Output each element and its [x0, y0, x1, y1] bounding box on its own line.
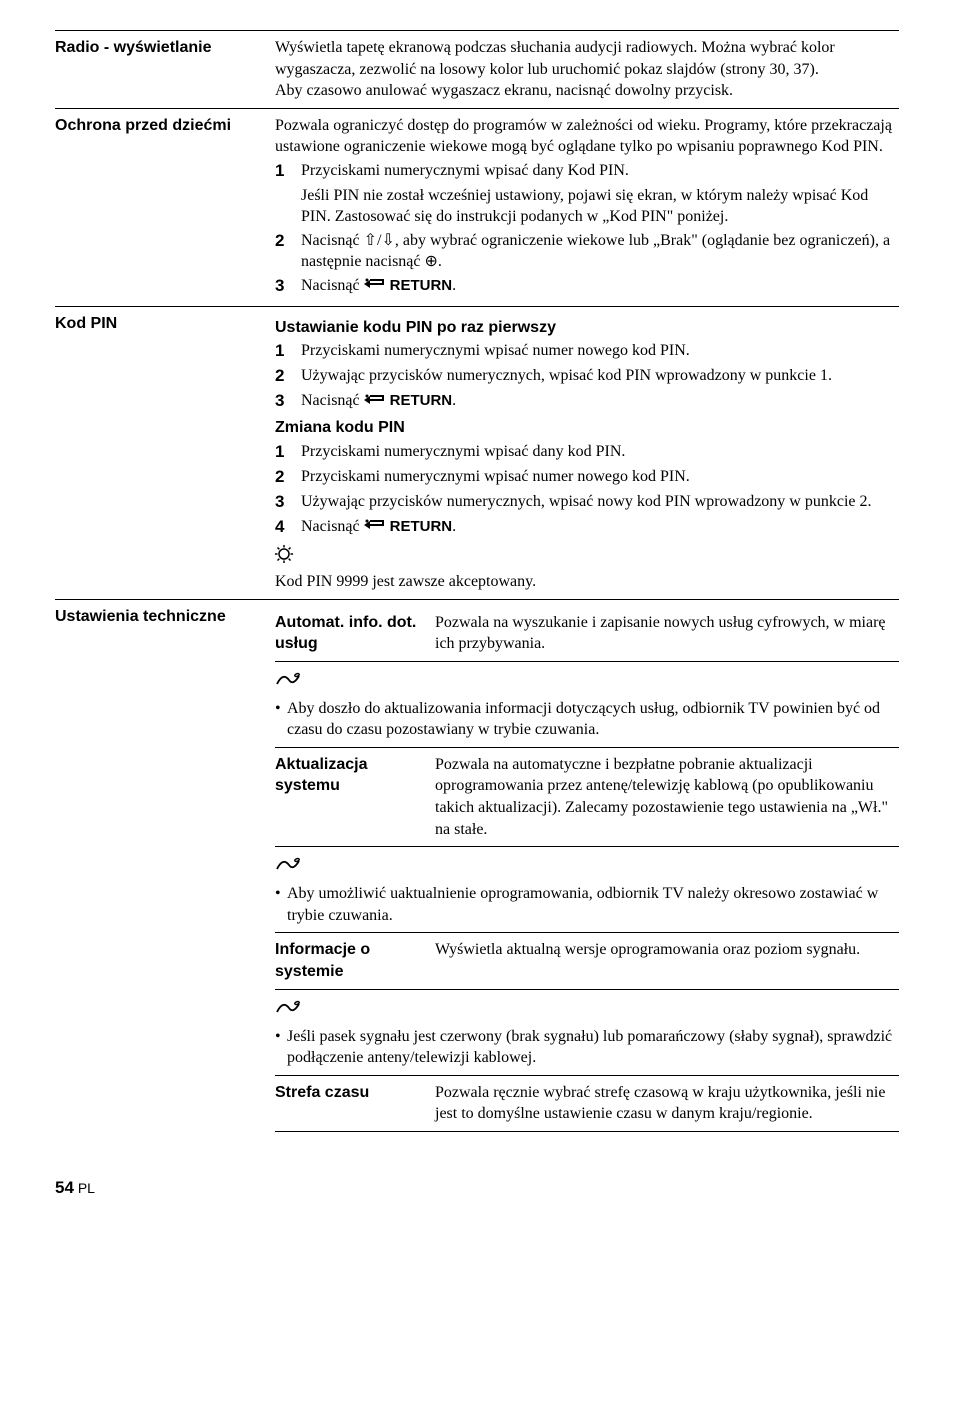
content-ustawienia: Automat. info. dot. usług Pozwala na wys… — [275, 606, 899, 1132]
kodpin-s1-3: 3 Nacisnąć RETURN. — [275, 390, 899, 413]
ochrona-step1-text: Przyciskami numerycznymi wpisać dany Kod… — [301, 160, 899, 182]
kodpin-s2-4a: Nacisnąć — [301, 518, 364, 535]
step-num: 4 — [275, 516, 301, 539]
ochrona-step3b: . — [452, 277, 456, 294]
kodpin-s2-2-text: Przyciskami numerycznymi wpisać numer no… — [301, 466, 899, 489]
step-num: 2 — [275, 230, 301, 273]
ochrona-step3a: Nacisnąć — [301, 277, 364, 294]
return-icon — [364, 516, 386, 538]
akt-note-text: Aby umożliwić uaktualnienie oprogramowan… — [287, 883, 899, 926]
subcontent-akt: Pozwala na automatyczne i bezpłatne pobr… — [435, 754, 899, 840]
step-num: 3 — [275, 275, 301, 298]
kodpin-s2-1: 1 Przyciskami numerycznymi wpisać dany k… — [275, 441, 899, 464]
row-kodpin: Kod PIN Ustawianie kodu PIN po raz pierw… — [55, 306, 899, 599]
subrow-akt: Aktualizacja systemu Pozwala na automaty… — [275, 747, 899, 847]
label-radio: Radio - wyświetlanie — [55, 37, 275, 102]
ochrona-step3: 3 Nacisnąć RETURN. — [275, 275, 899, 298]
label-ustawienia: Ustawienia techniczne — [55, 606, 275, 1132]
subcontent-automat: Pozwala na wyszukanie i zapisanie nowych… — [435, 612, 899, 655]
page-footer: 54 PL — [55, 1177, 899, 1200]
kodpin-s1-1-text: Przyciskami numerycznymi wpisać numer no… — [301, 340, 899, 363]
label-ochrona: Ochrona przed dziećmi — [55, 115, 275, 300]
kodpin-s1-2: 2 Używając przycisków numerycznych, wpis… — [275, 365, 899, 388]
kodpin-s2-3: 3 Używając przycisków numerycznych, wpis… — [275, 491, 899, 514]
info-note: • Jeśli pasek sygnału jest czerwony (bra… — [275, 1026, 899, 1069]
row-radio: Radio - wyświetlanie Wyświetla tapetę ek… — [55, 30, 899, 108]
step-num: 1 — [275, 160, 301, 228]
sublabel-akt: Aktualizacja systemu — [275, 754, 435, 840]
ochrona-intro: Pozwala ograniczyć dostęp do programów w… — [275, 115, 899, 158]
note-icon — [275, 854, 301, 881]
page-lang: PL — [78, 1180, 95, 1196]
sublabel-automat: Automat. info. dot. usług — [275, 612, 435, 655]
row-ochrona: Ochrona przed dziećmi Pozwala ograniczyć… — [55, 108, 899, 306]
return-label: RETURN — [390, 392, 453, 409]
bullet-dot: • — [275, 698, 287, 741]
note-icon — [275, 997, 301, 1024]
return-icon — [364, 275, 386, 297]
kodpin-h1: Ustawianie kodu PIN po raz pierwszy — [275, 317, 899, 339]
label-kodpin: Kod PIN — [55, 313, 275, 593]
ochrona-step2-text: Nacisnąć ⇧/⇩, aby wybrać ograniczenie wi… — [301, 230, 899, 273]
subrow-info: Informacje o systemie Wyświetla aktualną… — [275, 932, 899, 989]
kodpin-s2-4: 4 Nacisnąć RETURN. — [275, 516, 899, 539]
step-num: 3 — [275, 390, 301, 413]
return-label: RETURN — [390, 518, 453, 535]
automat-note: • Aby doszło do aktualizowania informacj… — [275, 698, 899, 741]
content-radio: Wyświetla tapetę ekranową podczas słucha… — [275, 37, 899, 102]
content-ochrona: Pozwala ograniczyć dostęp do programów w… — [275, 115, 899, 300]
tip-icon — [275, 545, 293, 569]
kodpin-h2: Zmiana kodu PIN — [275, 417, 899, 439]
sublabel-info: Informacje o systemie — [275, 939, 435, 982]
kodpin-s2-2: 2 Przyciskami numerycznymi wpisać numer … — [275, 466, 899, 489]
return-label: RETURN — [390, 277, 453, 294]
ochrona-step2: 2 Nacisnąć ⇧/⇩, aby wybrać ograniczenie … — [275, 230, 899, 273]
kodpin-s1-1: 1 Przyciskami numerycznymi wpisać numer … — [275, 340, 899, 363]
subcontent-info: Wyświetla aktualną wersje oprogramowania… — [435, 939, 899, 982]
bullet-dot: • — [275, 883, 287, 926]
return-icon — [364, 391, 386, 413]
step-num: 2 — [275, 365, 301, 388]
subrow-automat: Automat. info. dot. usług Pozwala na wys… — [275, 606, 899, 662]
sublabel-strefa: Strefa czasu — [275, 1082, 435, 1125]
page-number: 54 — [55, 1178, 74, 1197]
step-num: 1 — [275, 340, 301, 363]
ochrona-step1: 1 Przyciskami numerycznymi wpisać dany K… — [275, 160, 899, 228]
kodpin-tip: Kod PIN 9999 jest zawsze akceptowany. — [275, 571, 899, 593]
kodpin-s1-2-text: Używając przycisków numerycznych, wpisać… — [301, 365, 899, 388]
kodpin-s1-3b: . — [452, 392, 456, 409]
step-num: 1 — [275, 441, 301, 464]
step-num: 2 — [275, 466, 301, 489]
row-ustawienia: Ustawienia techniczne Automat. info. dot… — [55, 599, 899, 1138]
kodpin-s2-4b: . — [452, 518, 456, 535]
kodpin-s1-3a: Nacisnąć — [301, 392, 364, 409]
step-num: 3 — [275, 491, 301, 514]
content-kodpin: Ustawianie kodu PIN po raz pierwszy 1 Pr… — [275, 313, 899, 593]
akt-note: • Aby umożliwić uaktualnienie oprogramow… — [275, 883, 899, 926]
bullet-dot: • — [275, 1026, 287, 1069]
radio-text: Wyświetla tapetę ekranową podczas słucha… — [275, 39, 835, 99]
subcontent-strefa: Pozwala ręcznie wybrać strefę czasową w … — [435, 1082, 899, 1125]
note-icon — [275, 669, 301, 696]
automat-note-text: Aby doszło do aktualizowania informacji … — [287, 698, 899, 741]
kodpin-s2-1-text: Przyciskami numerycznymi wpisać dany kod… — [301, 441, 899, 464]
subrow-strefa: Strefa czasu Pozwala ręcznie wybrać stre… — [275, 1075, 899, 1132]
kodpin-s2-3-text: Używając przycisków numerycznych, wpisać… — [301, 491, 899, 514]
ochrona-step1b-text: Jeśli PIN nie został wcześniej ustawiony… — [301, 185, 899, 228]
info-note-text: Jeśli pasek sygnału jest czerwony (brak … — [287, 1026, 899, 1069]
